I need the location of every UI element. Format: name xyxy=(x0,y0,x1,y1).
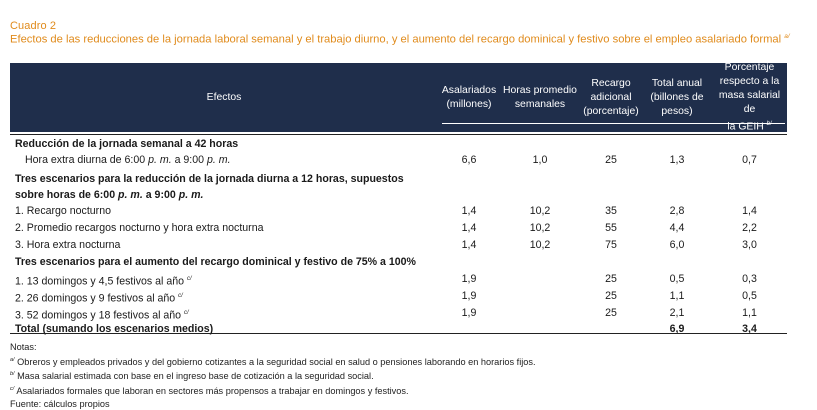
note-a: a/ Obreros y empleados privados y del go… xyxy=(10,356,536,367)
table-header: Efectos Asalariados (millones) Horas pro… xyxy=(10,61,787,133)
cell-value: 1,4 xyxy=(461,239,477,251)
cell-value xyxy=(438,321,500,337)
cell-value: 10,2 xyxy=(529,205,551,217)
cell-value: 0,5 xyxy=(669,273,685,285)
cell-value: 0,3 xyxy=(742,273,757,285)
cell-value: 1,3 xyxy=(669,154,685,166)
table-title: Efectos de las reducciones de la jornada… xyxy=(10,33,810,46)
cell-value xyxy=(500,288,580,304)
header-recargo: Recargo adicional (porcentaje) xyxy=(583,77,639,117)
table-notes: Notas: a/ Obreros y empleados privados y… xyxy=(10,341,536,410)
row-label: Tres escenarios para el aumento del reca… xyxy=(15,256,416,268)
note-c: c/ Asalariados formales que laboran en s… xyxy=(10,385,409,396)
cell-value: 1,0 xyxy=(532,154,548,166)
table-row: 3. Hora extra nocturna 1,4 10,2 75 6,0 3,0 xyxy=(10,237,787,253)
cell-value: 55 xyxy=(605,222,617,234)
cell-value: 6,6 xyxy=(461,154,477,166)
table-row: 1. 13 domingos y 4,5 festivos al año c/1… xyxy=(10,271,787,288)
notes-heading: Notas: xyxy=(10,342,37,352)
row-label: 1. 13 domingos y 4,5 festivos al año c/ xyxy=(15,275,192,288)
table-row: Tres escenarios para la reducción de la … xyxy=(10,171,787,187)
row-label: 3. 52 domingos y 18 festivos al año c/ xyxy=(15,309,189,322)
header-asalariados: Asalariados (millones) xyxy=(441,84,497,110)
table-row: Reducción de la jornada semanal a 42 hor… xyxy=(10,136,787,152)
row-label: 1. Recargo nocturno xyxy=(15,205,111,217)
note-b: b/ Masa salarial estimada con base en el… xyxy=(10,371,374,382)
cell-value: 25 xyxy=(605,307,617,319)
cell-value: 1,1 xyxy=(669,290,685,302)
cell-value: 4,4 xyxy=(669,222,685,234)
cell-value: 10,2 xyxy=(529,222,551,234)
table-row: sobre horas de 6:00 p. m. a 9:00 p. m. xyxy=(10,187,787,203)
table-title-text: Efectos de las reducciones de la jornada… xyxy=(10,33,782,46)
table-row: 3. 52 domingos y 18 festivos al año c/1,… xyxy=(10,305,787,322)
table-title-note: a/ xyxy=(784,33,790,40)
table-number: Cuadro 2 xyxy=(10,20,57,32)
row-label: sobre horas de 6:00 p. m. a 9:00 p. m. xyxy=(15,189,204,201)
cell-value: 75 xyxy=(605,239,617,251)
cell-value: 0,7 xyxy=(742,154,757,166)
cell-value: 2,2 xyxy=(742,222,757,234)
cell-value xyxy=(500,305,580,321)
header-efectos: Efectos xyxy=(206,91,242,103)
cell-value: 1,4 xyxy=(742,205,757,217)
table-bottom-rule xyxy=(10,333,787,334)
table-row: Hora extra diurna de 6:00 p. m. a 9:00 p… xyxy=(10,152,787,168)
header-horas: Horas promedio semanales xyxy=(503,84,577,110)
row-note-mark: c/ xyxy=(184,310,189,316)
row-label: Total (sumando los escenarios medios) xyxy=(15,323,214,335)
row-note-mark: c/ xyxy=(186,276,192,282)
header-bottom-rule xyxy=(10,134,787,135)
row-label: Hora extra diurna de 6:00 p. m. a 9:00 p… xyxy=(25,154,231,166)
cell-value: 1,4 xyxy=(461,222,477,234)
table-row: 2. 26 domingos y 9 festivos al año c/1,9… xyxy=(10,288,787,305)
cell-value xyxy=(500,271,580,287)
row-note-mark: c/ xyxy=(178,293,183,299)
table-row: Total (sumando los escenarios medios) 6,9… xyxy=(10,321,787,337)
cell-value xyxy=(580,321,642,337)
header-porcentaje: Porcentaje respecto a la masa salarial d… xyxy=(712,61,787,133)
header-porcentaje-text: Porcentaje respecto a la masa salarial d… xyxy=(718,61,781,133)
cell-value: 25 xyxy=(605,154,617,166)
cell-value xyxy=(500,321,580,337)
cell-value: 1,9 xyxy=(461,273,477,285)
row-label: 2. 26 domingos y 9 festivos al año c/ xyxy=(15,292,183,305)
table-row: Tres escenarios para el aumento del reca… xyxy=(10,254,787,270)
row-label: 3. Hora extra nocturna xyxy=(15,239,121,251)
header-total: Total anual (billones de pesos) xyxy=(650,77,704,117)
cell-value: 0,5 xyxy=(742,290,757,302)
cell-value: 1,1 xyxy=(742,307,757,319)
cell-value: 3,4 xyxy=(742,323,757,335)
table-row: 2. Promedio recargos nocturno y hora ext… xyxy=(10,220,787,236)
table-row: 1. Recargo nocturno 1,4 10,2 35 2,8 1,4 xyxy=(10,203,787,219)
cell-value: 3,0 xyxy=(742,239,757,251)
cell-value: 1,4 xyxy=(461,205,477,217)
header-col-divider xyxy=(442,123,785,124)
cell-value: 35 xyxy=(605,205,617,217)
cell-value: 2,8 xyxy=(669,205,685,217)
cell-value: 2,1 xyxy=(669,307,685,319)
cell-value: 1,9 xyxy=(461,290,477,302)
cell-value: 1,9 xyxy=(461,307,477,319)
cell-value: 25 xyxy=(605,273,617,285)
row-label: Tres escenarios para la reducción de la … xyxy=(15,173,404,185)
row-label: 2. Promedio recargos nocturno y hora ext… xyxy=(15,222,264,234)
row-label: Reducción de la jornada semanal a 42 hor… xyxy=(15,138,239,150)
cell-value: 10,2 xyxy=(529,239,551,251)
cell-value: 6,9 xyxy=(669,323,685,335)
cell-value: 6,0 xyxy=(669,239,685,251)
source-note: Fuente: cálculos propios xyxy=(10,398,110,409)
cell-value: 25 xyxy=(605,290,617,302)
